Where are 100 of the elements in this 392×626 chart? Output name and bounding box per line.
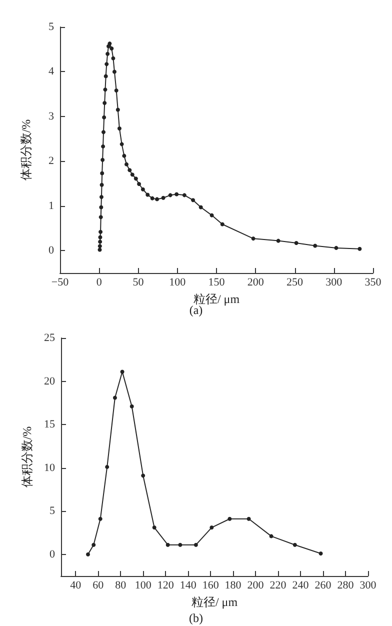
point	[269, 534, 274, 538]
x-tick-label: 300	[326, 276, 343, 288]
x-axis-title: 粒径/ μm	[193, 292, 240, 306]
x-tick-label: 250	[286, 276, 304, 288]
y-tick-label: 25	[44, 332, 56, 344]
point	[220, 222, 224, 226]
x-tick-label: 180	[224, 580, 242, 592]
x-tick-label: 100	[134, 580, 152, 592]
point	[116, 108, 120, 112]
point	[137, 182, 142, 186]
x-tick-label: 240	[292, 580, 310, 592]
point	[112, 396, 117, 400]
point	[194, 542, 198, 547]
point	[166, 542, 170, 547]
point	[111, 56, 116, 60]
point	[102, 101, 107, 106]
point	[246, 516, 251, 521]
point	[112, 70, 116, 74]
point	[86, 552, 90, 556]
x-tick-label: 120	[157, 580, 174, 592]
point	[102, 130, 106, 134]
point	[318, 552, 323, 556]
point	[178, 542, 182, 547]
point	[117, 126, 122, 131]
point	[251, 236, 256, 241]
x-tick-label: 200	[247, 580, 264, 592]
point	[99, 205, 104, 210]
y-tick-label: 0	[50, 548, 56, 560]
x-tick-label: 140	[180, 580, 197, 592]
y-axis-title: 体积分数/%	[19, 119, 33, 181]
y-tick-label: 3	[48, 110, 54, 122]
x-tick-label: 0	[96, 276, 102, 288]
point	[100, 158, 105, 162]
point	[98, 230, 103, 234]
x-axis-title: 粒径/ μm	[191, 595, 238, 609]
point	[294, 241, 298, 246]
point	[98, 240, 102, 244]
point	[276, 238, 280, 243]
point	[168, 193, 172, 198]
y-tick-label: 15	[44, 418, 56, 431]
x-tick-label: 50	[132, 276, 144, 288]
point	[114, 88, 118, 93]
point	[130, 404, 134, 408]
x-tick-label: 100	[169, 276, 186, 288]
point	[105, 464, 110, 469]
point	[120, 370, 124, 374]
point	[98, 215, 103, 220]
point	[98, 244, 102, 248]
point	[122, 154, 126, 158]
point	[141, 474, 146, 478]
y-axis-title: 体积分数/%	[20, 426, 34, 488]
point	[101, 144, 106, 148]
y-tick-label: 10	[44, 462, 56, 474]
point	[358, 246, 362, 251]
x-tick-label: 350	[364, 276, 382, 288]
point	[152, 526, 156, 530]
point	[198, 205, 203, 210]
point	[98, 248, 102, 252]
x-tick-label: 280	[337, 580, 354, 592]
x-tick-label: 60	[92, 580, 104, 592]
y-tick-label: 5	[50, 505, 56, 518]
point	[292, 542, 297, 547]
point	[313, 244, 318, 248]
point	[140, 187, 145, 192]
x-tick-label: 160	[202, 580, 220, 592]
y-tick-label: 1	[48, 200, 54, 212]
x-tick-label: 40	[70, 580, 82, 592]
point	[210, 213, 214, 218]
x-tick-label: 260	[314, 580, 332, 592]
point	[161, 196, 166, 200]
y-tick-label: 4	[48, 66, 54, 78]
y-tick-label: 20	[44, 375, 56, 388]
x-tick-label: 200	[247, 276, 264, 288]
point	[146, 192, 150, 197]
x-tick-label: 300	[360, 580, 377, 592]
x-tick-label: 150	[208, 276, 226, 288]
point	[102, 115, 106, 120]
point	[103, 88, 108, 92]
point	[130, 172, 134, 177]
point	[106, 52, 110, 56]
point	[120, 142, 124, 146]
point	[191, 198, 196, 202]
point	[104, 74, 108, 78]
point	[92, 542, 96, 547]
text: (b)	[189, 611, 204, 625]
point	[110, 46, 114, 50]
point	[334, 246, 338, 250]
point	[104, 62, 109, 66]
point	[108, 42, 112, 46]
point	[100, 171, 104, 176]
point	[155, 197, 160, 202]
x-tick-label: 220	[270, 580, 287, 592]
point	[228, 516, 232, 521]
y-tick-label: 0	[48, 244, 54, 257]
x-tick-label: 80	[115, 580, 127, 592]
point	[100, 182, 104, 187]
point	[174, 192, 179, 196]
point	[99, 194, 104, 199]
point	[98, 516, 102, 521]
point	[150, 196, 154, 200]
